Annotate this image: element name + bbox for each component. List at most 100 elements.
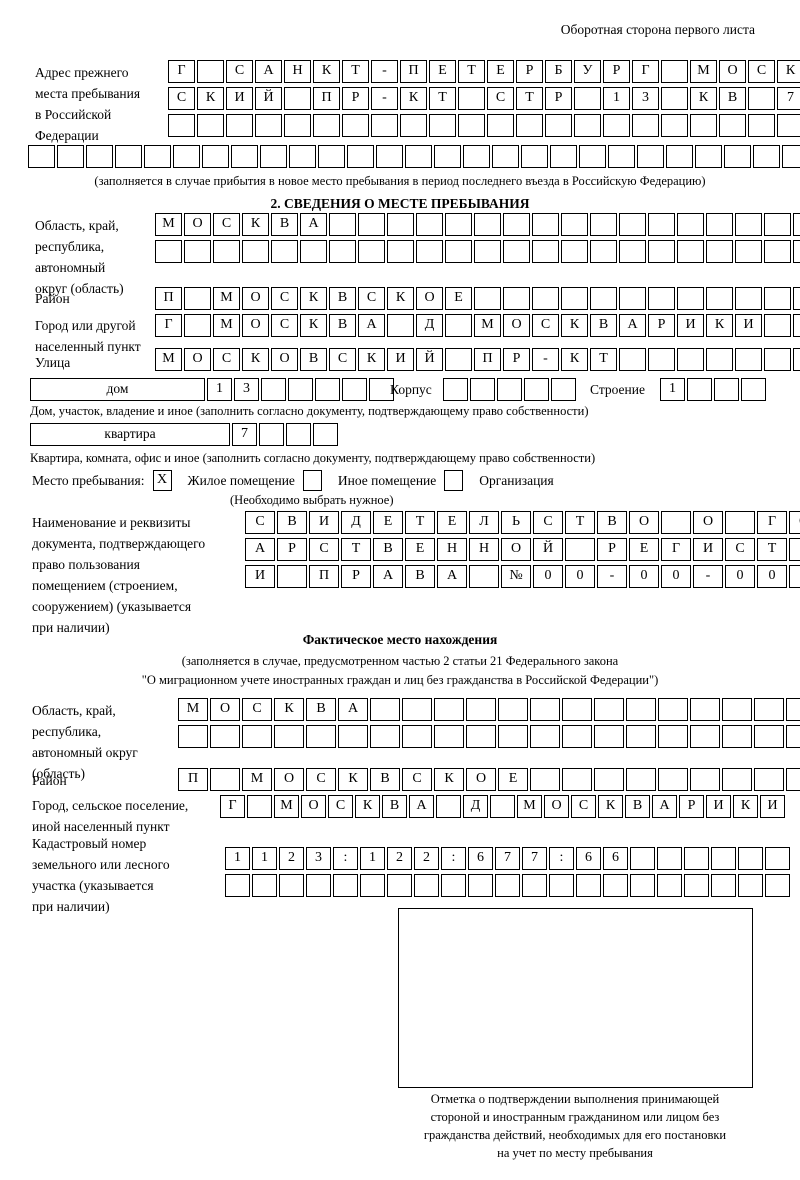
char-cell[interactable] <box>503 287 530 310</box>
char-cell[interactable] <box>213 240 240 263</box>
char-cell[interactable] <box>725 511 755 534</box>
char-cell[interactable] <box>434 698 464 721</box>
char-cell[interactable]: 0 <box>533 565 563 588</box>
char-cell[interactable]: 7 <box>777 87 800 110</box>
char-cell[interactable] <box>687 378 712 401</box>
char-cell[interactable]: К <box>355 795 380 818</box>
char-cell[interactable]: Т <box>516 87 543 110</box>
char-cell[interactable]: Д <box>463 795 488 818</box>
char-cell[interactable] <box>551 378 576 401</box>
char-cell[interactable]: И <box>309 511 339 534</box>
char-cell[interactable]: П <box>309 565 339 588</box>
korpus-cells[interactable] <box>443 378 578 401</box>
char-cell[interactable]: В <box>590 314 617 337</box>
char-cell[interactable] <box>289 145 316 168</box>
char-cell[interactable] <box>466 725 496 748</box>
char-cell[interactable] <box>793 314 800 337</box>
char-cell[interactable]: - <box>597 565 627 588</box>
char-cell[interactable]: А <box>373 565 403 588</box>
char-cell[interactable] <box>793 213 800 236</box>
char-cell[interactable]: Н <box>437 538 467 561</box>
char-cell[interactable] <box>376 145 403 168</box>
char-cell[interactable] <box>370 725 400 748</box>
char-cell[interactable] <box>338 725 368 748</box>
char-cell[interactable]: К <box>777 60 800 83</box>
char-cell[interactable] <box>619 240 646 263</box>
char-cell[interactable]: О <box>503 314 530 337</box>
char-cell[interactable] <box>387 213 414 236</box>
char-cell[interactable] <box>714 378 739 401</box>
char-cell[interactable] <box>463 145 490 168</box>
char-cell[interactable]: П <box>474 348 501 371</box>
char-cell[interactable]: Р <box>679 795 704 818</box>
char-cell[interactable] <box>342 114 369 137</box>
char-cell[interactable] <box>648 240 675 263</box>
char-cell[interactable] <box>657 847 682 870</box>
char-cell[interactable] <box>358 213 385 236</box>
char-cell[interactable] <box>684 847 709 870</box>
char-cell[interactable]: И <box>245 565 275 588</box>
char-cell[interactable]: К <box>561 348 588 371</box>
char-cell[interactable]: С <box>487 87 514 110</box>
char-cell[interactable] <box>530 725 560 748</box>
char-cell[interactable]: Н <box>284 60 311 83</box>
char-cell[interactable]: Р <box>597 538 627 561</box>
stamp-area[interactable] <box>398 908 753 1088</box>
char-cell[interactable] <box>657 874 682 897</box>
char-cell[interactable] <box>57 145 84 168</box>
char-cell[interactable] <box>434 145 461 168</box>
region-row-2[interactable] <box>155 240 800 263</box>
char-cell[interactable]: Д <box>416 314 443 337</box>
char-cell[interactable]: Р <box>516 60 543 83</box>
char-cell[interactable]: 2 <box>414 847 439 870</box>
char-cell[interactable] <box>470 378 495 401</box>
char-cell[interactable] <box>754 725 784 748</box>
char-cell[interactable]: М <box>178 698 208 721</box>
char-cell[interactable] <box>695 145 722 168</box>
char-cell[interactable] <box>724 145 751 168</box>
char-cell[interactable] <box>677 240 704 263</box>
document-row-2[interactable]: АРСТВЕННОЙРЕГИСТРАЦИ <box>245 538 800 561</box>
char-cell[interactable] <box>562 768 592 791</box>
cadastre-row-2[interactable] <box>225 874 792 897</box>
char-cell[interactable] <box>574 114 601 137</box>
char-cell[interactable] <box>722 725 752 748</box>
char-cell[interactable]: О <box>789 511 800 534</box>
char-cell[interactable] <box>782 145 800 168</box>
char-cell[interactable] <box>532 287 559 310</box>
char-cell[interactable] <box>565 538 595 561</box>
char-cell[interactable] <box>626 698 656 721</box>
char-cell[interactable]: Т <box>342 60 369 83</box>
char-cell[interactable]: 3 <box>234 378 259 401</box>
char-cell[interactable] <box>474 213 501 236</box>
char-cell[interactable] <box>279 874 304 897</box>
char-cell[interactable] <box>271 240 298 263</box>
char-cell[interactable] <box>690 768 720 791</box>
char-cell[interactable] <box>590 240 617 263</box>
char-cell[interactable] <box>197 60 224 83</box>
char-cell[interactable]: Е <box>405 538 435 561</box>
char-cell[interactable]: М <box>517 795 542 818</box>
char-cell[interactable] <box>764 348 791 371</box>
char-cell[interactable]: Г <box>632 60 659 83</box>
char-cell[interactable] <box>429 114 456 137</box>
char-cell[interactable] <box>370 698 400 721</box>
char-cell[interactable]: - <box>371 87 398 110</box>
char-cell[interactable]: Н <box>469 538 499 561</box>
char-cell[interactable]: А <box>652 795 677 818</box>
char-cell[interactable] <box>619 287 646 310</box>
char-cell[interactable]: О <box>210 698 240 721</box>
char-cell[interactable] <box>530 698 560 721</box>
char-cell[interactable] <box>516 114 543 137</box>
char-cell[interactable] <box>741 378 766 401</box>
char-cell[interactable]: П <box>178 768 208 791</box>
char-cell[interactable] <box>594 725 624 748</box>
char-cell[interactable] <box>764 314 791 337</box>
char-cell[interactable]: О <box>719 60 746 83</box>
char-cell[interactable] <box>545 114 572 137</box>
char-cell[interactable] <box>754 768 784 791</box>
char-cell[interactable] <box>474 287 501 310</box>
